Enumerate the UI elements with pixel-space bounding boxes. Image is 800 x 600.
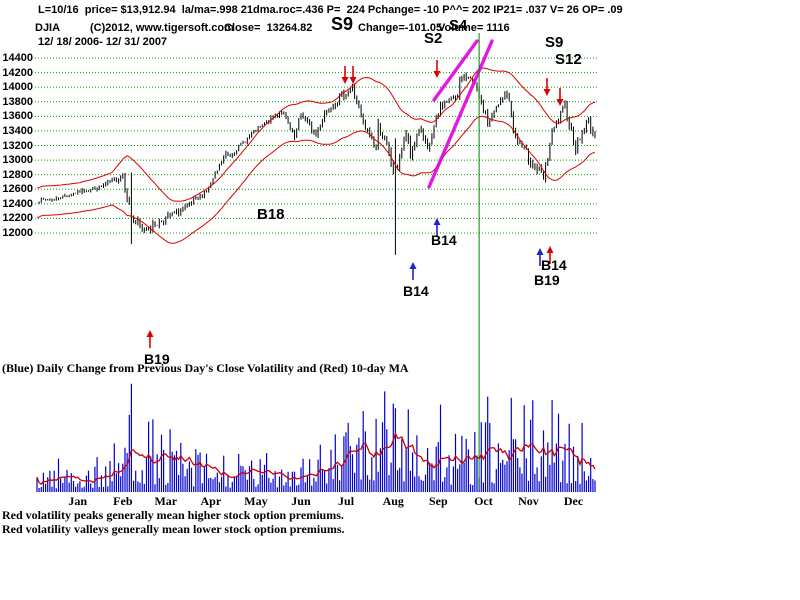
buy-arrow-icon: [409, 262, 417, 269]
buy-arrow-icon: [433, 218, 441, 225]
status-line: L=10/16 price= $13,912.94 la/ma=.998 21d…: [38, 4, 623, 16]
close-value: Close= 13264.82: [224, 22, 313, 34]
copyright-label: (C)2012, www.tigersoft.com: [90, 22, 234, 34]
lower-band-line: [36, 115, 596, 244]
volatility-note-2: Red volatility valleys generally mean lo…: [2, 522, 345, 536]
trendline-1[interactable]: [427, 39, 494, 189]
buy-arrow-icon: [146, 330, 154, 337]
volatility-panel-title: (Blue) Daily Change from Previous Day's …: [2, 361, 409, 375]
volume-value: Volume= 1116: [438, 22, 510, 34]
volatility-note-1: Red volatility peaks generally mean high…: [2, 508, 344, 522]
sell-arrow-icon: [556, 99, 564, 106]
sell-arrow-icon: [543, 89, 551, 96]
symbol-label: DJIA: [35, 22, 61, 34]
buy-arrow-icon: [546, 246, 554, 253]
buy-arrow-icon: [536, 248, 544, 255]
sell-arrow-icon: [341, 77, 349, 84]
upper-band-line: [36, 67, 596, 202]
sell-arrow-icon: [433, 71, 441, 78]
volatility-bars: [36, 383, 596, 492]
change-value: Change=-101.05: [358, 22, 443, 34]
trendline-2[interactable]: [432, 39, 479, 102]
volatility-ma-line: [36, 431, 596, 485]
sell-arrow-icon: [349, 77, 357, 84]
date-range-label: 12/ 18/ 2006- 12/ 31/ 2007: [38, 36, 168, 48]
price-bars: [36, 72, 596, 255]
